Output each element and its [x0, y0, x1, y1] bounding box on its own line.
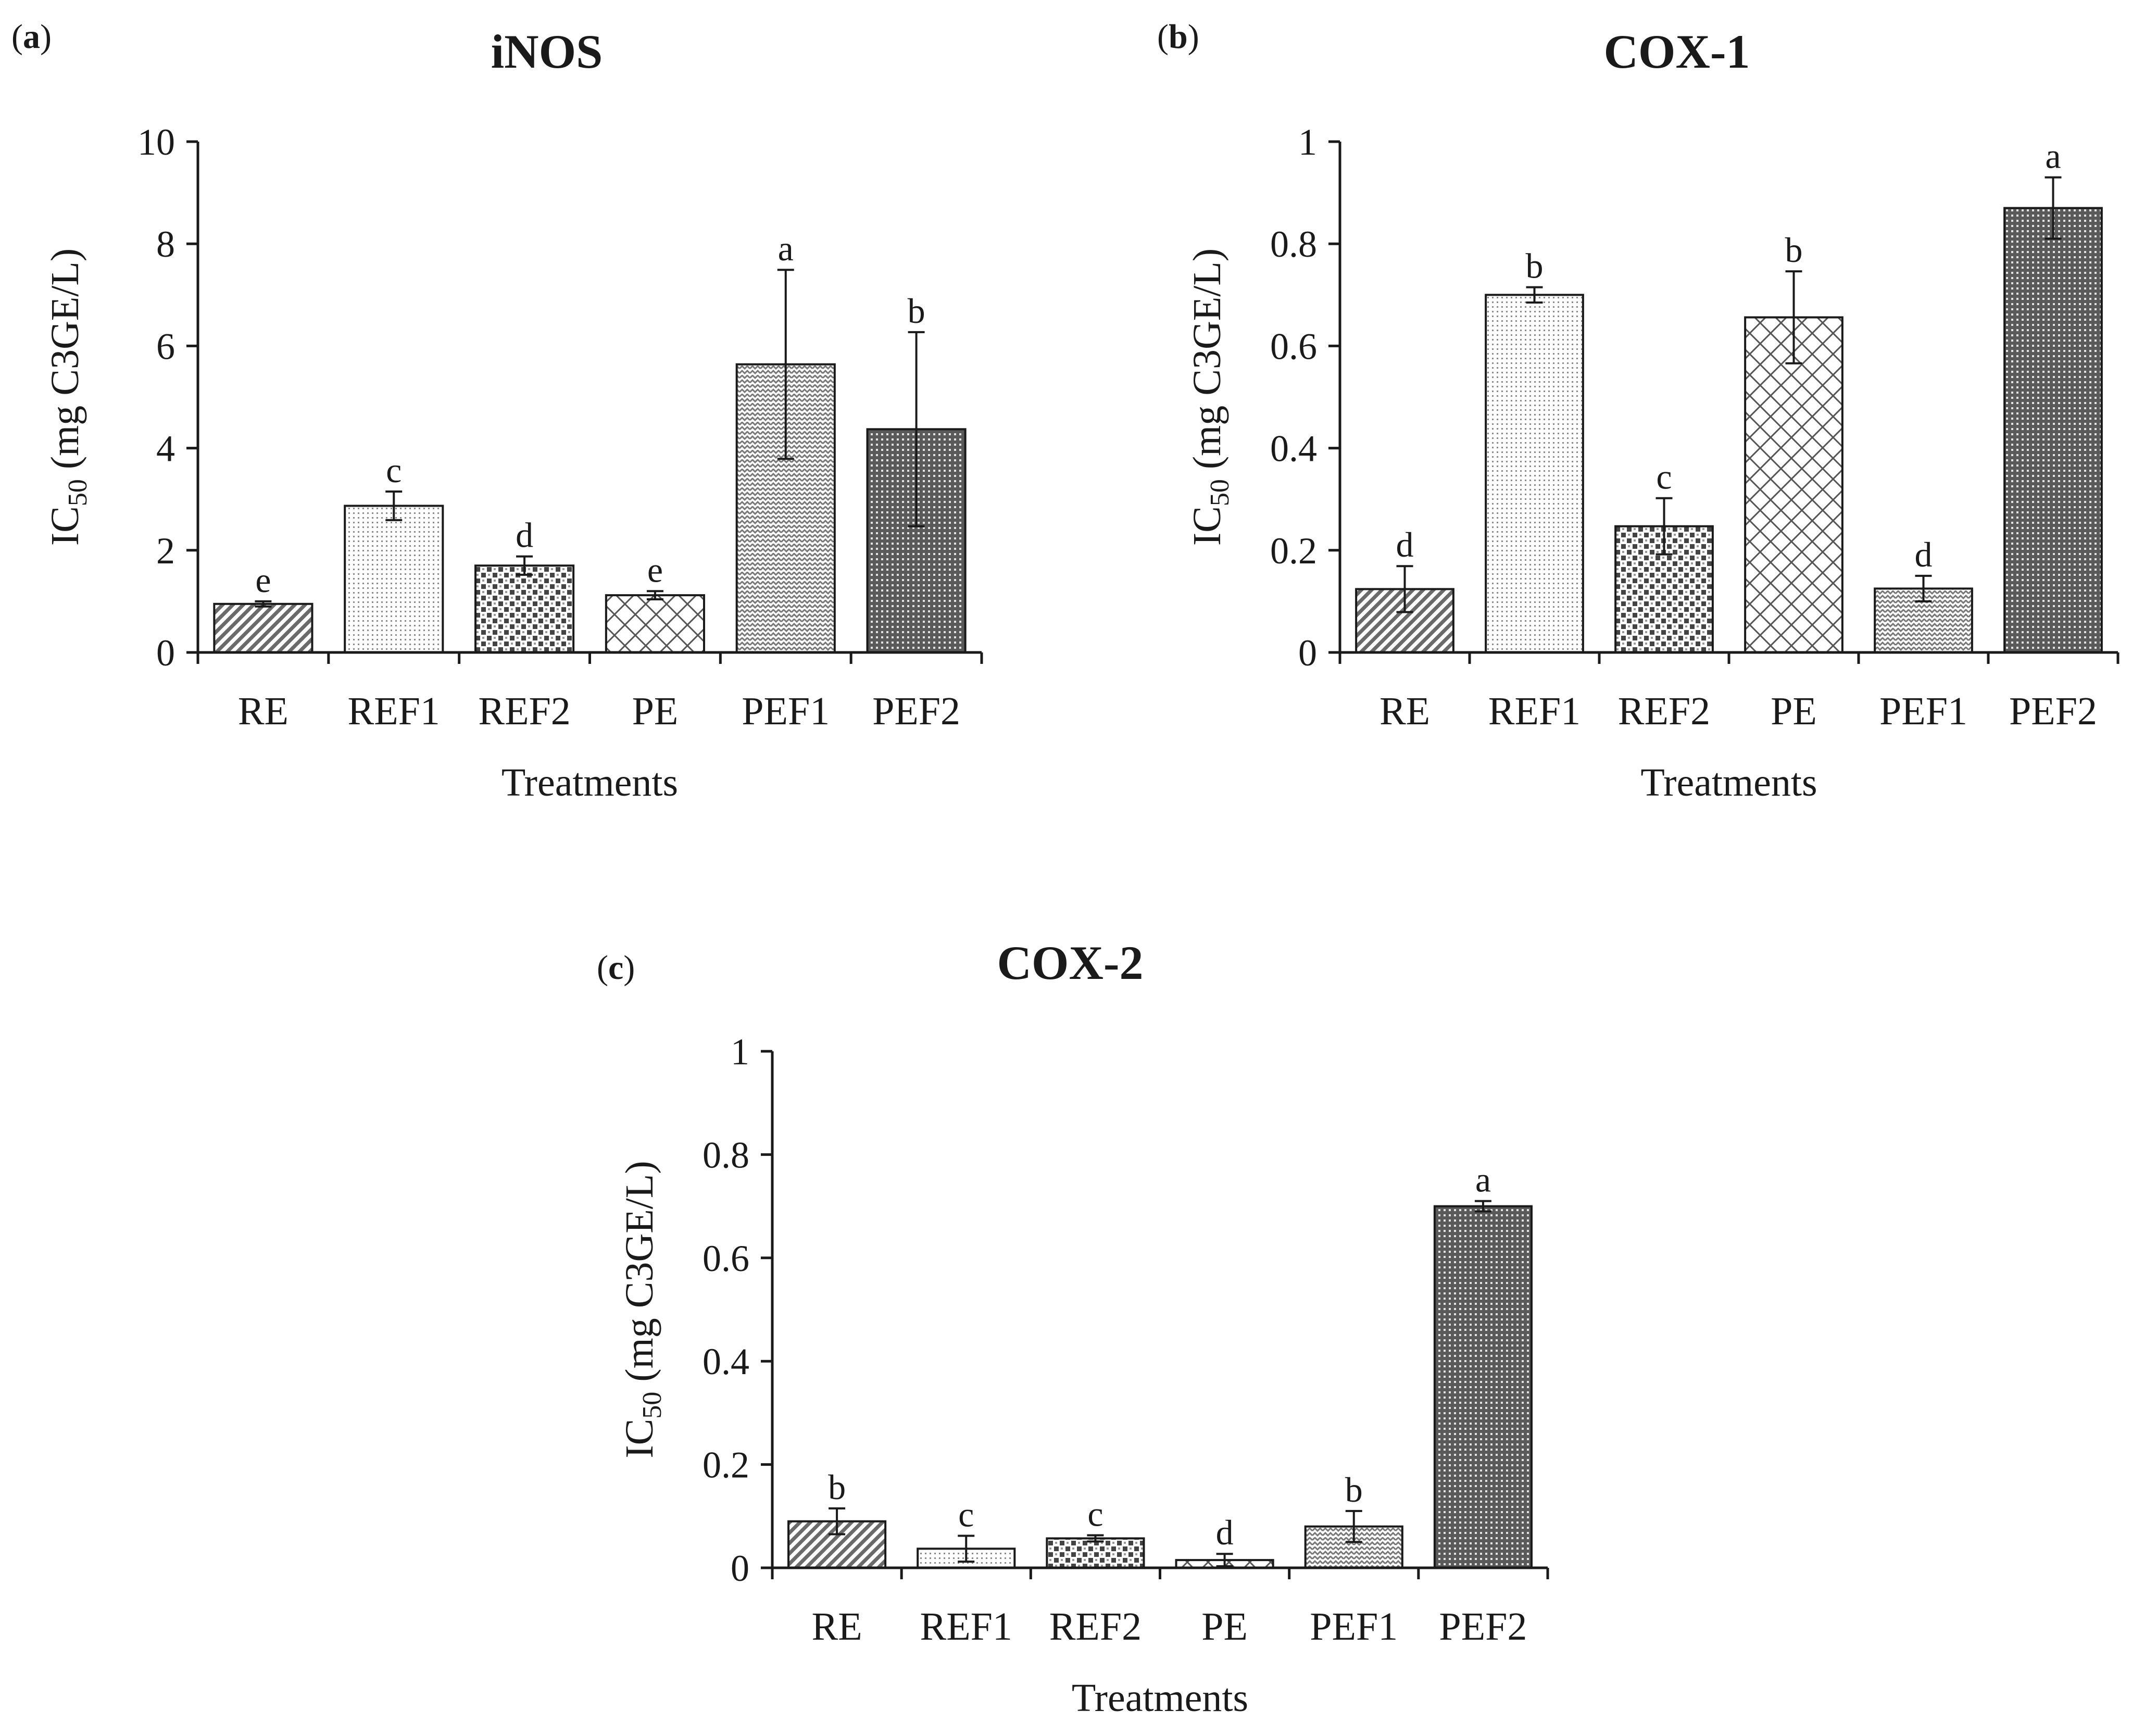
x-tick-label: REF1	[1488, 689, 1581, 733]
x-tick-label: PE	[1201, 1605, 1248, 1649]
panel-label: (a)	[11, 18, 52, 56]
panel-label: (c)	[597, 949, 635, 987]
y-tick-label: 0.6	[1270, 325, 1317, 367]
significance-letter: c	[1087, 1494, 1103, 1534]
x-tick-label: PEF1	[1310, 1605, 1398, 1649]
y-tick-label: 8	[156, 223, 175, 265]
x-tick-label: PE	[1771, 689, 1817, 733]
significance-letter: c	[386, 450, 402, 490]
y-tick-label: 0.8	[703, 1134, 749, 1176]
bar-PE	[605, 594, 705, 654]
significance-letter: a	[778, 229, 794, 268]
y-tick-label: 1	[731, 1031, 749, 1073]
panel-label: (b)	[1157, 18, 1199, 56]
x-tick-label: RE	[812, 1605, 862, 1649]
x-tick-label: PEF2	[2009, 689, 2097, 733]
x-tick-label: REF1	[920, 1605, 1012, 1649]
y-tick-label: 0.4	[703, 1341, 749, 1382]
x-axis-title: Treatments	[501, 761, 678, 804]
bar-PE	[1744, 316, 1843, 653]
x-tick-label: PEF2	[872, 689, 960, 733]
significance-letter: a	[2045, 136, 2061, 176]
y-tick-label: 0.8	[1270, 223, 1317, 265]
y-tick-label: 0	[731, 1548, 749, 1589]
significance-letter: d	[1396, 525, 1414, 564]
x-tick-label: REF2	[1049, 1605, 1142, 1649]
y-tick-label: 0	[1298, 632, 1317, 674]
y-tick-label: 0.2	[1270, 530, 1317, 572]
significance-letter: b	[1345, 1470, 1363, 1509]
y-axis-title: IC50 (mg C3GE/L)	[618, 1161, 667, 1458]
significance-letter: c	[1656, 457, 1672, 497]
x-tick-label: RE	[1379, 689, 1430, 733]
chart-panel-b: (b) COX-1 d RE b REF1 c REF2 b PE d PEF1 a PEF2 0 0.2 0.…	[1157, 18, 2120, 804]
bar-REF1	[344, 505, 444, 653]
x-tick-label: PE	[632, 689, 679, 733]
x-tick-label: PEF1	[742, 689, 830, 733]
x-tick-label: REF1	[348, 689, 440, 733]
y-tick-label: 0	[156, 632, 175, 674]
bar-PEF2	[2003, 207, 2103, 653]
chart-panel-c: (c) COX-2 b RE c REF1 c REF2 d PE b PEF1 a PEF2 0 0.2 0.…	[597, 936, 1549, 1720]
significance-letter: a	[1475, 1160, 1491, 1200]
chart-title: COX-1	[1603, 25, 1750, 78]
x-tick-label: RE	[238, 689, 289, 733]
y-tick-label: 0.4	[1270, 428, 1317, 470]
significance-letter: e	[255, 560, 271, 600]
y-tick-label: 2	[156, 530, 175, 572]
chart-title: iNOS	[491, 25, 603, 78]
x-tick-label: PEF2	[1439, 1605, 1527, 1649]
significance-letter: b	[908, 291, 925, 331]
y-axis-title: IC50 (mg C3GE/L)	[1185, 248, 1235, 546]
significance-letter: d	[516, 515, 533, 555]
significance-letter: e	[647, 550, 663, 589]
chart-title: COX-2	[997, 936, 1143, 989]
y-tick-label: 10	[137, 121, 175, 163]
significance-letter: b	[828, 1467, 846, 1507]
bar-REF1	[1485, 294, 1584, 653]
y-tick-label: 0.2	[703, 1444, 749, 1486]
x-tick-label: PEF1	[1879, 689, 1967, 733]
bar-RE	[213, 602, 313, 654]
y-tick-label: 1	[1298, 121, 1317, 163]
significance-letter: b	[1785, 230, 1803, 270]
y-axis-title: IC50 (mg C3GE/L)	[43, 248, 93, 546]
significance-letter: d	[1216, 1513, 1234, 1552]
x-tick-label: REF2	[478, 689, 570, 733]
x-axis-title: Treatments	[1640, 761, 1817, 804]
significance-letter: c	[958, 1494, 974, 1534]
x-axis-title: Treatments	[1072, 1676, 1248, 1720]
bar-REF2	[474, 564, 575, 653]
bar-REF2	[1046, 1537, 1145, 1569]
significance-letter: b	[1526, 246, 1544, 286]
y-tick-label: 6	[156, 325, 175, 367]
bar-PEF2	[1433, 1205, 1533, 1569]
significance-letter: d	[1915, 535, 1933, 574]
y-tick-label: 0.6	[703, 1238, 749, 1279]
y-tick-label: 4	[156, 428, 175, 470]
chart-panel-a: (a) iNOS e RE c REF1 d REF2 e PE a PEF1 b PEF2 0 2 4 6 8 10…	[11, 18, 983, 804]
x-tick-label: REF2	[1618, 689, 1710, 733]
